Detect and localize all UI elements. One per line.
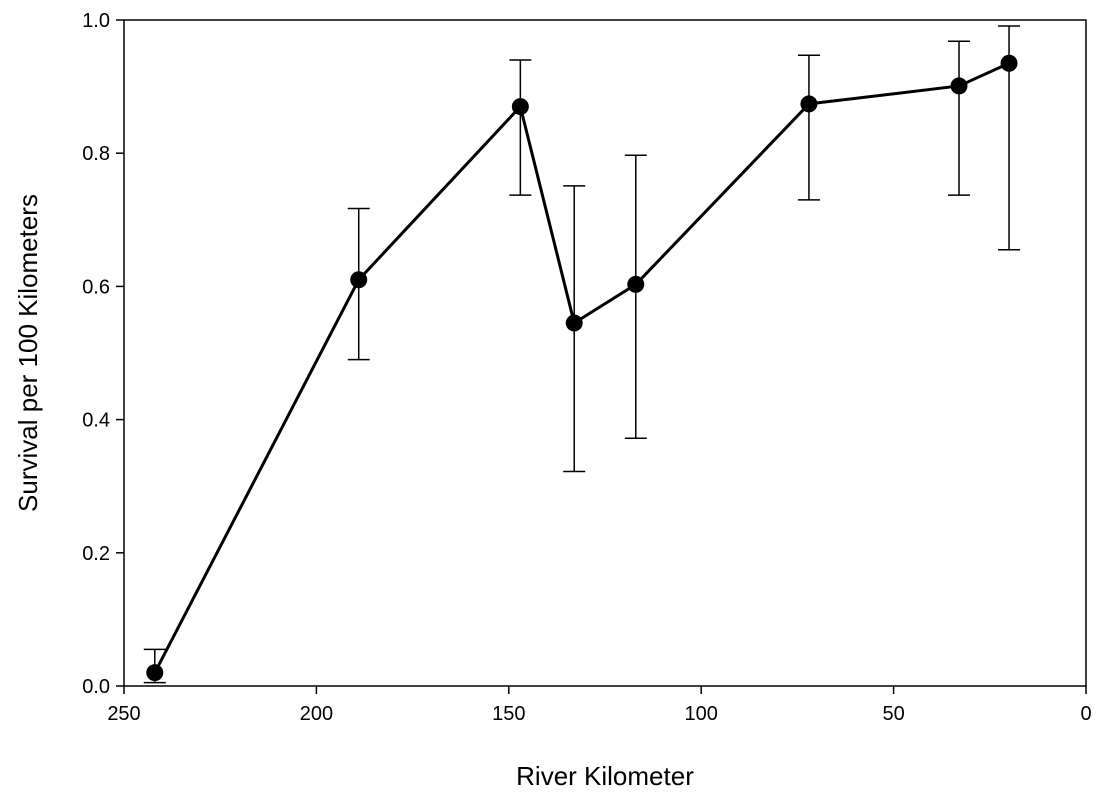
y-tick-label: 0.6 [82, 276, 110, 298]
series-line [153, 61, 1010, 674]
error-bars [143, 25, 1021, 684]
x-tick-label: 150 [492, 703, 525, 725]
y-axis-title: Survival per 100 Kilometers [13, 194, 43, 512]
y-tick-label: 0.2 [82, 543, 110, 565]
data-point [511, 98, 529, 116]
series-line-group [153, 61, 1010, 674]
x-tick-label: 250 [107, 703, 140, 725]
error-bar [624, 154, 647, 439]
x-tick-label: 0 [1080, 703, 1091, 725]
data-point [565, 314, 583, 332]
y-axis-ticks: 0.0 0.2 0.4 0.6 0.8 1.0 [82, 10, 124, 698]
y-tick-label: 0.0 [82, 676, 110, 698]
data-point [1000, 54, 1018, 72]
data-point [146, 664, 164, 682]
x-axis-title: River Kilometer [516, 761, 694, 791]
data-points [146, 54, 1018, 682]
x-tick-label: 200 [300, 703, 333, 725]
data-point [800, 95, 818, 113]
y-tick-label: 0.8 [82, 143, 110, 165]
error-bar [509, 59, 532, 196]
plot-frame [123, 19, 1087, 687]
error-bar [797, 54, 820, 201]
data-point [350, 271, 368, 289]
y-tick-label: 1.0 [82, 10, 110, 32]
x-axis-ticks: 250 200 150 100 50 0 [107, 686, 1092, 725]
x-tick-label: 100 [685, 703, 718, 725]
data-point [950, 77, 968, 95]
x-tick-label: 50 [882, 703, 904, 725]
y-tick-label: 0.4 [82, 410, 110, 432]
error-bar [948, 40, 971, 196]
data-point [627, 275, 645, 293]
